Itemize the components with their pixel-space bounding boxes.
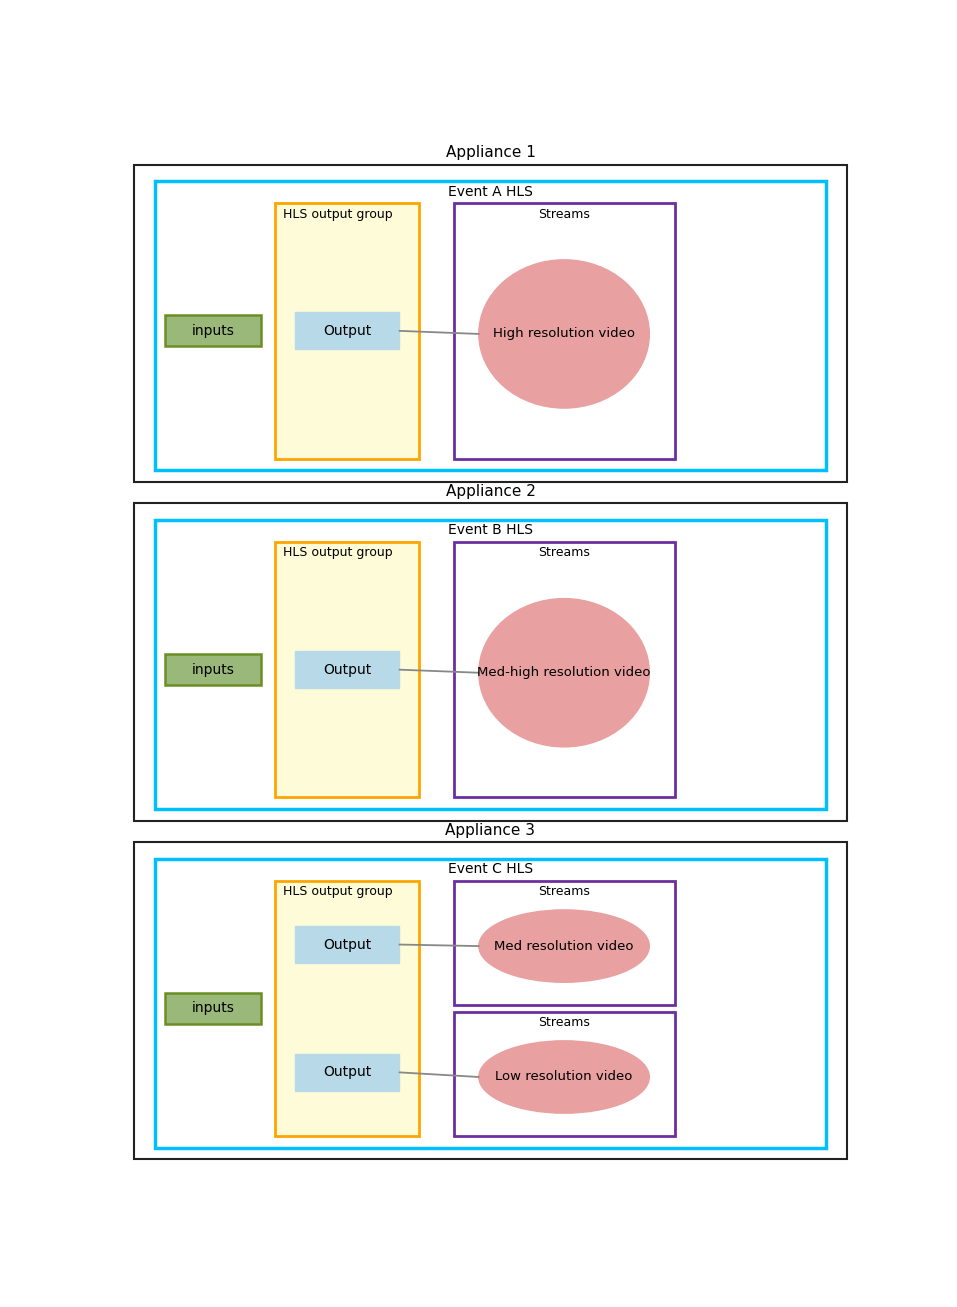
Text: Med-high resolution video: Med-high resolution video [478,667,651,680]
FancyBboxPatch shape [165,315,261,346]
Text: HLS output group: HLS output group [283,885,392,898]
Text: inputs: inputs [191,324,234,339]
Text: Event A HLS: Event A HLS [448,184,533,199]
FancyBboxPatch shape [454,881,675,1005]
Text: Output: Output [323,1065,371,1080]
Ellipse shape [478,1040,650,1114]
FancyBboxPatch shape [165,655,261,685]
Text: Streams: Streams [538,885,590,898]
FancyBboxPatch shape [295,312,399,349]
Text: Event C HLS: Event C HLS [448,863,533,876]
Ellipse shape [478,260,650,408]
Text: Med resolution video: Med resolution video [495,940,634,953]
FancyBboxPatch shape [155,520,826,809]
Ellipse shape [478,599,650,746]
Text: inputs: inputs [191,663,234,677]
Text: Output: Output [323,937,371,951]
Text: Streams: Streams [538,546,590,559]
Text: Event B HLS: Event B HLS [448,523,533,537]
FancyBboxPatch shape [165,993,261,1023]
FancyBboxPatch shape [295,1053,399,1091]
Text: Appliance 2: Appliance 2 [446,484,535,499]
Text: HLS output group: HLS output group [283,208,392,221]
FancyBboxPatch shape [134,842,847,1159]
FancyBboxPatch shape [276,542,419,797]
Text: HLS output group: HLS output group [283,546,392,559]
FancyBboxPatch shape [276,203,419,459]
Text: Low resolution video: Low resolution video [496,1070,633,1084]
Ellipse shape [478,910,650,983]
Text: High resolution video: High resolution video [493,328,635,340]
FancyBboxPatch shape [454,542,675,797]
Text: Streams: Streams [538,1016,590,1029]
FancyBboxPatch shape [134,503,847,821]
Text: Appliance 1: Appliance 1 [446,145,535,159]
FancyBboxPatch shape [454,1012,675,1136]
FancyBboxPatch shape [134,165,847,482]
FancyBboxPatch shape [155,182,826,471]
FancyBboxPatch shape [295,927,399,963]
FancyBboxPatch shape [276,881,419,1136]
Text: Streams: Streams [538,208,590,221]
Text: Appliance 3: Appliance 3 [445,822,536,838]
FancyBboxPatch shape [295,651,399,689]
Text: Output: Output [323,324,371,339]
Text: Output: Output [323,663,371,677]
FancyBboxPatch shape [454,203,675,459]
FancyBboxPatch shape [155,859,826,1148]
Text: inputs: inputs [191,1001,234,1016]
